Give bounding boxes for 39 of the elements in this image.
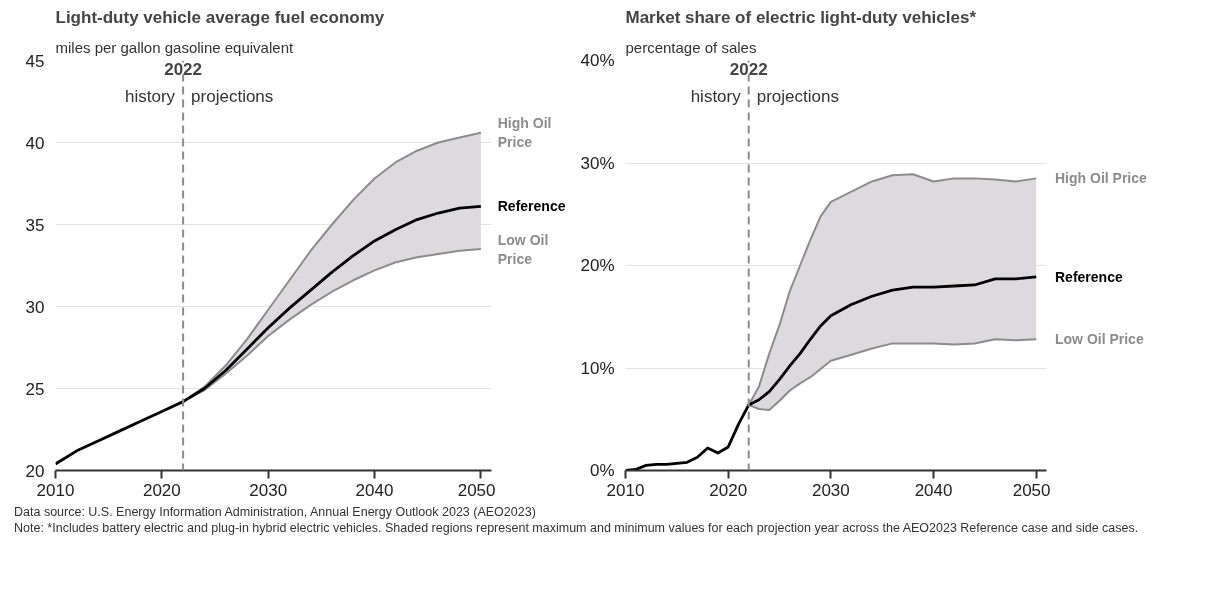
x-tick-label: 2020 [709, 480, 748, 500]
series-label: High Oil Price [497, 115, 552, 151]
series-label: Reference [497, 198, 566, 215]
y-tick-label: 30% [580, 153, 615, 173]
y-tick-label: 25 [25, 379, 45, 399]
ref-line-label: 2022 [729, 59, 768, 79]
y-tick-label: 0% [589, 461, 615, 480]
ref-line-label: 2022 [164, 59, 203, 79]
x-tick-label: 2050 [457, 480, 496, 500]
y-tick-label: 10% [580, 358, 615, 378]
x-tick-label: 2040 [914, 480, 953, 500]
y-tick-label: 40% [580, 51, 615, 70]
y-tick-label: 20 [25, 461, 45, 481]
series-label: High Oil Price [1055, 170, 1148, 187]
x-tick-label: 2010 [606, 480, 645, 500]
chart-title: Market share of electric light-duty vehicles* [625, 7, 977, 27]
annotation: projections [191, 86, 274, 106]
y-tick-label: 35 [25, 215, 45, 235]
y-tick-label: 30 [25, 297, 45, 317]
series-label: Low Oil Price [1055, 331, 1144, 348]
x-tick-label: 2030 [811, 480, 850, 500]
chart-subtitle: percentage of sales [625, 38, 757, 56]
y-tick-label: 45 [25, 51, 45, 71]
annotation: history [125, 86, 176, 106]
series-label: Low Oil Price [497, 231, 549, 267]
source-note: Data source: U.S. Energy Information Administration, Annual Energy Outlook 2023 (AEO2023) [14, 505, 536, 519]
text: Note: *Includes battery electric and plug-in hybrid electric vehicles. Shaded regions represent maximum and minimum values for each projection year across the AEO2023 Reference case and side cases. [14, 520, 1139, 535]
annotation: history [690, 86, 742, 106]
series-label: Reference [1055, 268, 1123, 285]
chart-title: Light-duty vehicle average fuel economy [55, 7, 385, 27]
x-tick-label: 2050 [1012, 480, 1051, 500]
y-tick-label: 20% [580, 256, 615, 275]
chart-subtitle: miles per gallon gasoline equivalent [55, 38, 294, 56]
x-tick-label: 2020 [142, 480, 181, 500]
x-tick-label: 2040 [355, 480, 394, 500]
x-tick-label: 2010 [36, 480, 75, 500]
y-tick-label: 40 [25, 133, 45, 153]
x-tick-label: 2030 [249, 480, 288, 500]
annotation: projections [756, 86, 839, 106]
